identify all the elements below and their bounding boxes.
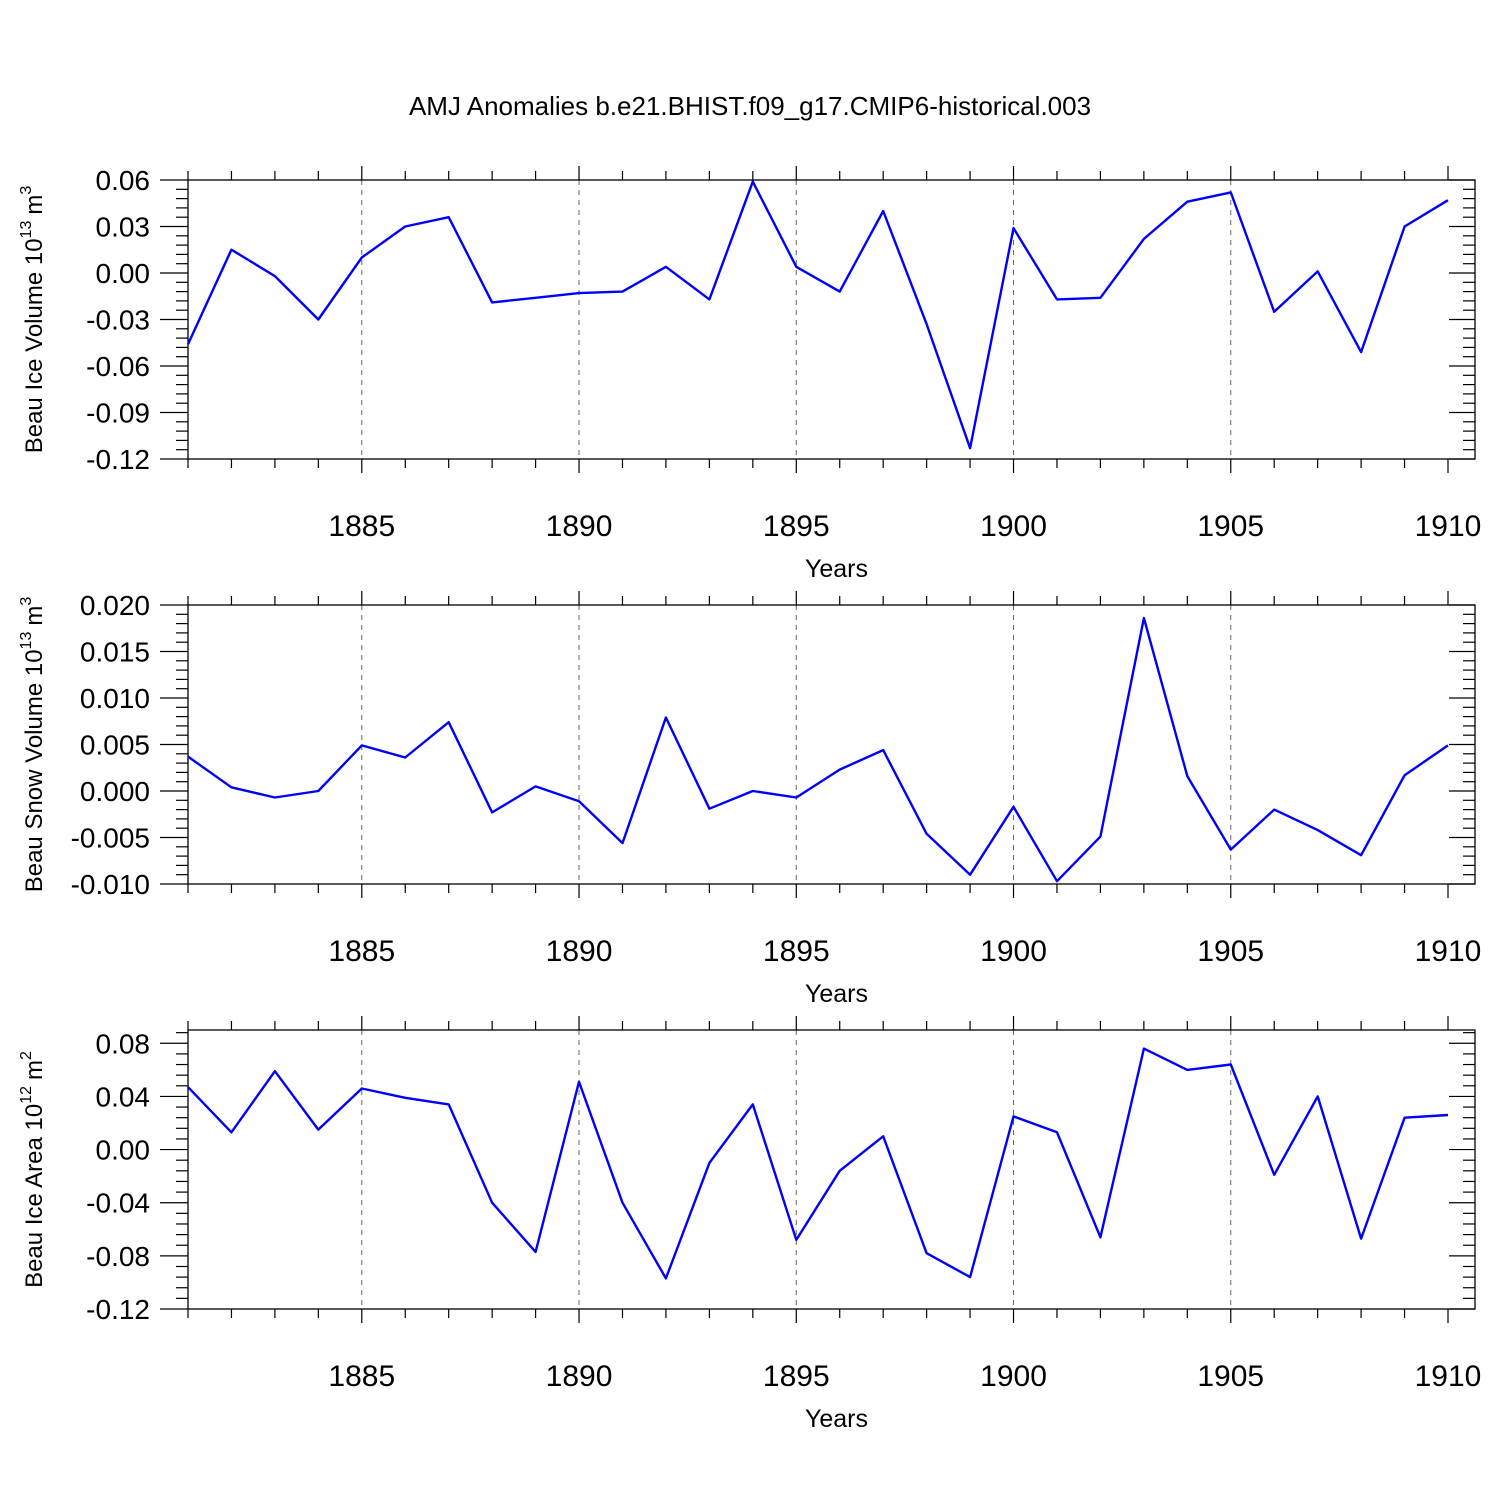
y-axis-label-exponent: 13 xyxy=(18,632,35,650)
x-tick-label: 1885 xyxy=(328,510,395,543)
y-tick-label: -0.08 xyxy=(86,1241,150,1272)
plot-frame xyxy=(187,179,1476,460)
plot-frame xyxy=(187,604,1476,885)
x-tick-label: 1895 xyxy=(763,935,830,968)
y-tick-label: 0.005 xyxy=(80,730,150,761)
x-axis-label: Years xyxy=(805,1405,868,1433)
panel-2: 1885 1890 1895 1900 1905 1910 Years -0.010 -0.00… xyxy=(18,590,1481,1008)
y-axis-label-unit-exponent: 2 xyxy=(18,1051,35,1060)
x-axis-label: Years xyxy=(805,980,868,1008)
plot-frame xyxy=(187,1029,1476,1310)
y-tick-label: -0.010 xyxy=(71,869,150,900)
y-tick-label: -0.06 xyxy=(86,351,150,382)
y-axis-label: Beau Snow Volume 1013 m3 xyxy=(18,597,48,893)
y-tick-label: -0.12 xyxy=(86,1294,150,1325)
panels: 1885 1890 1895 1900 1905 1910 Years -0.12 -0.09 -… xyxy=(18,165,1481,1433)
x-tick-label: 1905 xyxy=(1197,935,1264,968)
y-tick-label: -0.09 xyxy=(86,398,150,429)
y-tick-label: 0.00 xyxy=(96,1135,151,1166)
y-axis-label-unit-exponent: 3 xyxy=(18,597,35,606)
y-tick-label: 0.08 xyxy=(96,1028,151,1059)
y-tick-label: 0.03 xyxy=(96,212,151,243)
x-tick-label: 1910 xyxy=(1415,935,1482,968)
y-axis-label-text: Beau Ice Area 10 xyxy=(21,1104,48,1288)
y-tick-label: 0.00 xyxy=(96,258,151,289)
series-line xyxy=(187,1047,1449,1280)
x-tick-label: 1905 xyxy=(1197,1360,1264,1393)
y-tick-label: 0.06 xyxy=(96,165,151,196)
x-tick-label: 1885 xyxy=(328,1360,395,1393)
x-tick-label: 1895 xyxy=(763,510,830,543)
y-tick-label: -0.005 xyxy=(71,823,150,854)
x-tick-label: 1890 xyxy=(546,1360,613,1393)
x-tick-label: 1890 xyxy=(546,510,613,543)
y-axis-label: Beau Ice Volume 1013 m3 xyxy=(18,186,48,454)
y-tick-label: -0.04 xyxy=(86,1188,150,1219)
x-tick-label: 1910 xyxy=(1415,510,1482,543)
y-tick-label: 0.020 xyxy=(80,590,150,621)
y-axis-label-text: Beau Snow Volume 10 xyxy=(21,649,48,892)
x-tick-label: 1910 xyxy=(1415,1360,1482,1393)
panel-3: 1885 1890 1895 1900 1905 1910 Years -0.12 -0.08 -… xyxy=(18,1016,1481,1433)
y-axis-label-exponent: 12 xyxy=(18,1086,35,1104)
y-tick-label: 0.010 xyxy=(80,683,150,714)
y-tick-label: 0.015 xyxy=(80,637,150,668)
y-axis-label: Beau Ice Area 1012 m2 xyxy=(18,1051,48,1288)
y-tick-label: 0.04 xyxy=(96,1081,151,1112)
y-tick-label: 0.000 xyxy=(80,776,150,807)
y-axis-label-exponent: 13 xyxy=(18,221,35,239)
x-tick-label: 1895 xyxy=(763,1360,830,1393)
y-axis-label-unit: m xyxy=(21,1060,48,1080)
y-axis-label-text: Beau Ice Volume 10 xyxy=(21,238,48,453)
figure-title: AMJ Anomalies b.e21.BHIST.f09_g17.CMIP6-… xyxy=(409,91,1091,121)
x-tick-label: 1900 xyxy=(980,510,1047,543)
x-tick-label: 1885 xyxy=(328,935,395,968)
x-axis-label: Years xyxy=(805,555,868,583)
panel-1: 1885 1890 1895 1900 1905 1910 Years -0.12 -0.09 -… xyxy=(18,165,1481,583)
x-tick-label: 1900 xyxy=(980,1360,1047,1393)
series-line xyxy=(186,180,1449,450)
y-axis-label-unit-exponent: 3 xyxy=(18,186,35,195)
x-tick-label: 1900 xyxy=(980,935,1047,968)
x-tick-label: 1905 xyxy=(1197,510,1264,543)
y-axis-label-unit: m xyxy=(21,606,48,626)
x-tick-label: 1890 xyxy=(546,935,613,968)
y-tick-label: -0.12 xyxy=(86,444,150,475)
y-tick-label: -0.03 xyxy=(86,305,150,336)
y-axis-label-unit: m xyxy=(21,195,48,215)
series-line xyxy=(187,616,1449,883)
